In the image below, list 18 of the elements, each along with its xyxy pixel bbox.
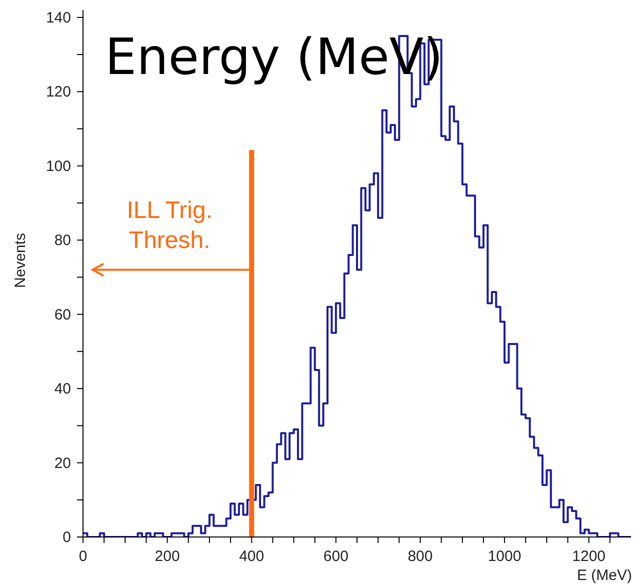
y-tick-label: 60: [54, 306, 71, 324]
x-tick-label: 400: [239, 548, 264, 565]
y-tick-label: 120: [46, 84, 71, 101]
x-tick-label: 1000: [488, 548, 522, 565]
y-axis-title: Nevents: [12, 232, 29, 288]
x-tick-label: 600: [323, 548, 348, 565]
y-tick-label: 140: [46, 9, 71, 26]
y-tick-label: 40: [54, 380, 71, 398]
y-tick-label: 20: [54, 454, 71, 472]
y-tick-label: 0: [62, 529, 71, 546]
ref-line-label: ILL Trig. Thresh.: [126, 197, 213, 254]
x-tick-label: 800: [408, 548, 433, 565]
x-tick-label: 200: [154, 548, 180, 565]
y-tick-label: 80: [54, 232, 71, 250]
x-axis-title: E (MeV): [576, 567, 632, 584]
x-tick-label: 0: [78, 548, 88, 565]
x-tick-label: 1200: [572, 548, 606, 565]
y-tick-label: 100: [46, 158, 71, 175]
